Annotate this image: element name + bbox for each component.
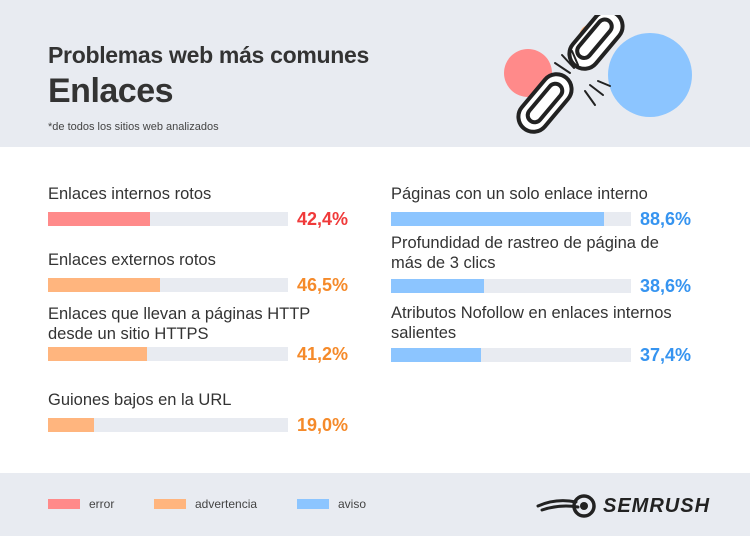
bar-label: Atributos Nofollow en enlaces internos s… — [391, 304, 672, 342]
footnote: *de todos los sitios web analizados — [48, 121, 219, 133]
semrush-logo: SEMRUSH — [536, 494, 709, 523]
chain-links — [516, 15, 625, 134]
bar-label: Páginas con un solo enlace interno — [391, 185, 648, 203]
bar-item: Enlaces que llevan a páginas HTTP desde … — [48, 304, 348, 364]
bar-item: Páginas con un solo enlace interno 88,6% — [391, 184, 691, 229]
bar-fill — [48, 212, 150, 226]
bar-label: Enlaces externos rotos — [48, 251, 216, 269]
decor-circle-blue — [608, 33, 692, 117]
bar-track — [48, 278, 288, 292]
bar-label: Enlaces internos rotos — [48, 185, 212, 203]
bar-value-label: 38,6% — [640, 276, 692, 296]
brand-name: SEMRUSH — [603, 495, 711, 517]
legend-swatch-aviso — [297, 499, 329, 509]
bar-track — [391, 279, 631, 293]
bar-row: 42,4% — [48, 209, 348, 229]
bar-track — [48, 347, 288, 361]
bar-value-label: 41,2% — [297, 344, 349, 364]
bar-row: 41,2% — [48, 344, 348, 364]
legend-label-advertencia: advertencia — [195, 497, 258, 511]
bar-row: 37,4% — [391, 345, 691, 365]
bar-row: 88,6% — [391, 209, 691, 229]
bar-track — [48, 212, 288, 226]
page-title: Problemas web más comunes — [48, 42, 370, 68]
bar-value-label: 42,4% — [297, 209, 349, 229]
semrush-fireball-icon — [536, 494, 596, 518]
bar-label: Guiones bajos en la URL — [48, 391, 232, 409]
bar-fill — [48, 278, 160, 292]
bar-fill — [48, 347, 147, 361]
bar-fill — [48, 418, 94, 432]
bar-item: Atributos Nofollow en enlaces internos s… — [391, 303, 691, 365]
bar-row: 46,5% — [48, 275, 348, 295]
spark-lines — [554, 50, 611, 106]
legend-swatch-error — [48, 499, 80, 509]
footer-band — [0, 473, 750, 536]
legend-label-aviso: aviso — [338, 497, 367, 511]
bar-label: Enlaces que llevan a páginas HTTP desde … — [48, 305, 311, 343]
bar-value-label: 88,6% — [640, 209, 692, 229]
page-subtitle: Enlaces — [48, 72, 174, 110]
bar-track — [391, 212, 631, 226]
bar-fill — [391, 348, 481, 362]
legend-swatch-advertencia — [154, 499, 186, 509]
bar-item: Enlaces externos rotos 46,5% — [48, 250, 348, 295]
bar-fill — [391, 212, 604, 226]
bar-value-label: 46,5% — [297, 275, 349, 295]
bar-item: Guiones bajos en la URL 19,0% — [48, 390, 348, 435]
bar-item: Enlaces internos rotos 42,4% — [48, 184, 348, 229]
bar-track — [48, 418, 288, 432]
bar-value-label: 37,4% — [640, 345, 692, 365]
broken-chain-link-icon — [504, 15, 692, 134]
bar-row: 38,6% — [391, 276, 691, 296]
bar-value-label: 19,0% — [297, 415, 349, 435]
legend-label-error: error — [89, 497, 115, 511]
bar-row: 19,0% — [48, 415, 348, 435]
bar-item: Profundidad de rastreo de página de más … — [391, 233, 691, 296]
bar-label: Profundidad de rastreo de página de más … — [391, 234, 659, 272]
bar-track — [391, 348, 631, 362]
bar-fill — [391, 279, 484, 293]
